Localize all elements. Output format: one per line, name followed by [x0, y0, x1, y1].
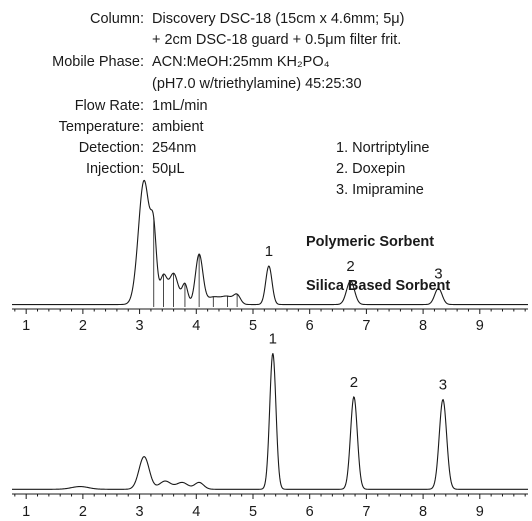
- condition-value-detection: 254nm: [152, 140, 196, 156]
- peak-label: 2: [350, 374, 358, 391]
- x-tick-label: 4: [192, 318, 200, 334]
- x-tick-label: 9: [476, 504, 484, 520]
- condition-label-temperature: Temperature:: [59, 119, 144, 135]
- x-tick-label: 5: [249, 318, 257, 334]
- condition-value-column-line1: Discovery DSC-18 (15cm x 4.6mm; 5μ): [152, 11, 405, 27]
- x-tick-label: 4: [192, 504, 200, 520]
- chart-panel-polymeric: 1 2 3 4 5 6 7 8 9 1 2 3: [12, 179, 528, 334]
- condition-value-mobile-phase-line1: ACN:MeOH:25mm KH₂PO₄: [152, 54, 330, 70]
- condition-value-temperature: ambient: [152, 119, 204, 135]
- x-tick-label: 8: [419, 504, 427, 520]
- x-tick-label: 3: [136, 504, 144, 520]
- x-tick-label: 3: [136, 318, 144, 334]
- legend-item-imipramine: 3. Imipramine: [336, 182, 424, 198]
- x-tick-label: 7: [362, 504, 370, 520]
- conditions-block: Column: Discovery DSC-18 (15cm x 4.6mm; …: [52, 11, 404, 177]
- panel-title-silica: Silica Based Sorbent: [306, 278, 450, 294]
- chromatogram-trace: [12, 353, 528, 490]
- peak-label: 3: [434, 265, 442, 282]
- x-tick-label: 2: [79, 504, 87, 520]
- legend-item-doxepin: 2. Doxepin: [336, 161, 405, 177]
- x-tick-label: 2: [79, 318, 87, 334]
- peak-label: 3: [439, 377, 447, 394]
- x-tick-label: 8: [419, 318, 427, 334]
- condition-value-flow-rate: 1mL/min: [152, 98, 208, 114]
- x-tick-label: 1: [22, 318, 30, 334]
- x-tick-label: 6: [306, 318, 314, 334]
- panel-title-polymeric: Polymeric Sorbent: [306, 234, 434, 250]
- compound-legend: 1. Nortriptyline 2. Doxepin 3. Imipramin…: [336, 140, 429, 198]
- condition-label-detection: Detection:: [79, 140, 144, 156]
- condition-label-injection: Injection:: [86, 161, 144, 177]
- condition-value-mobile-phase-line2: (pH7.0 w/triethylamine) 45:25:30: [152, 76, 362, 92]
- condition-label-column: Column:: [90, 11, 144, 27]
- condition-value-injection: 50μL: [152, 161, 185, 177]
- x-tick-label: 7: [362, 318, 370, 334]
- x-tick-label: 6: [306, 504, 314, 520]
- legend-item-nortriptyline: 1. Nortriptyline: [336, 140, 429, 156]
- chart-panel-silica: 1 2 3 4 5 6 7 8 9 1 2 3: [12, 330, 528, 520]
- x-tick-label: 9: [476, 318, 484, 334]
- condition-value-column-line2: + 2cm DSC-18 guard + 0.5μm filter frit.: [152, 32, 401, 48]
- chromatogram-trace: [12, 179, 528, 306]
- condition-label-flow-rate: Flow Rate:: [75, 98, 144, 114]
- peak-label: 1: [265, 243, 273, 260]
- x-tick-label: 1: [22, 504, 30, 520]
- peak-label: 1: [269, 330, 277, 347]
- condition-label-mobile-phase: Mobile Phase:: [52, 54, 144, 70]
- x-tick-label: 5: [249, 504, 257, 520]
- peak-label: 2: [346, 258, 354, 275]
